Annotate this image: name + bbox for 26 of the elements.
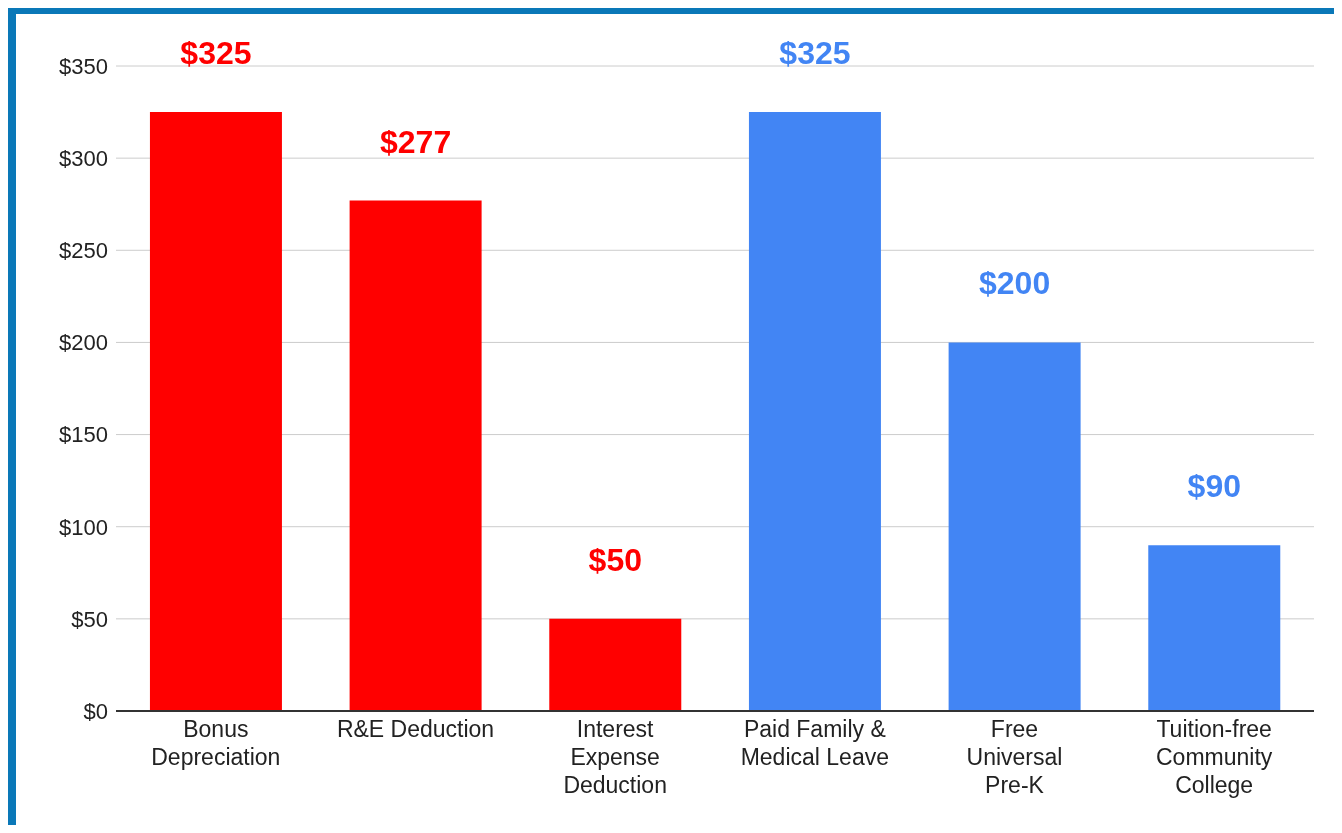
x-tick-label: Tuition-free Community College — [1156, 716, 1273, 798]
x-tick-label: R&E Deduction — [336, 716, 495, 742]
data-label: $325 — [779, 35, 851, 72]
data-label: $200 — [979, 265, 1051, 302]
x-tick-label: Interest Expense Deduction — [563, 716, 667, 798]
data-label: $50 — [588, 541, 642, 578]
y-tick-label: $300 — [59, 145, 108, 171]
bar — [549, 618, 682, 711]
bar — [349, 200, 482, 711]
bar — [748, 112, 881, 711]
y-tick-label: $200 — [59, 330, 108, 356]
bar — [149, 112, 282, 711]
y-tick-label: $150 — [59, 422, 108, 448]
data-label: $90 — [1187, 468, 1241, 505]
x-tick-label: Bonus Depreciation — [151, 716, 281, 770]
y-tick-label: $100 — [59, 514, 108, 540]
x-tick-label: Paid Family & Medical Leave — [740, 716, 889, 770]
y-tick-label: $0 — [83, 698, 108, 724]
y-tick-label: $350 — [59, 53, 108, 79]
data-label: $325 — [180, 35, 252, 72]
x-tick-label: Free Universal Pre-K — [966, 716, 1063, 798]
bar — [948, 342, 1081, 711]
bar — [1148, 545, 1281, 711]
y-tick-label: $250 — [59, 238, 108, 264]
data-label: $277 — [380, 123, 452, 160]
y-tick-label: $50 — [71, 606, 108, 632]
